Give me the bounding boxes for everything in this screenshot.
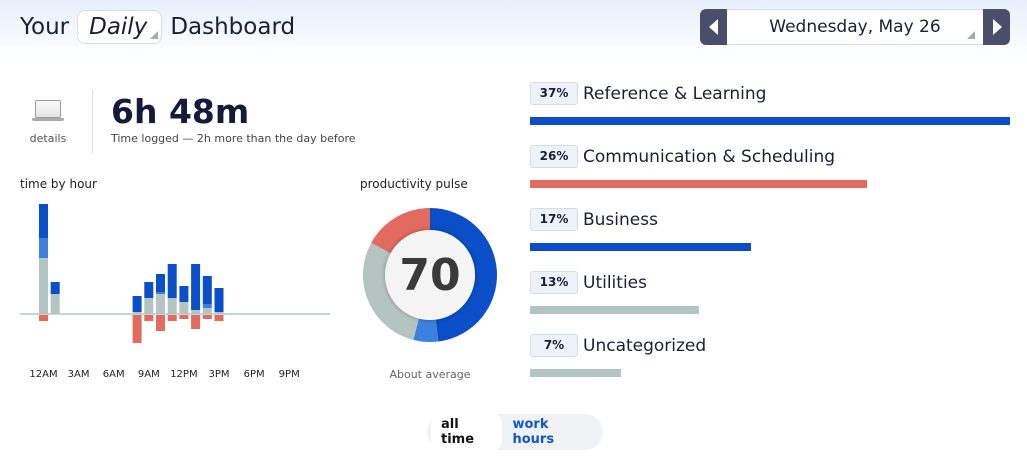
category-item[interactable]: 37% Reference & Learning bbox=[530, 82, 766, 105]
chevron-left-icon bbox=[708, 19, 718, 35]
category-name: Reference & Learning bbox=[583, 83, 767, 104]
slice-productive bbox=[413, 318, 439, 342]
bar-neutral-2PM bbox=[202, 308, 212, 314]
bar-very_productive-3PM bbox=[214, 288, 224, 312]
x-tick-label: 3PM bbox=[208, 369, 230, 380]
bar-productive-10AM bbox=[156, 292, 165, 294]
divider bbox=[92, 90, 93, 153]
bar-neutral-3PM bbox=[214, 312, 224, 314]
category-percent: 13% bbox=[530, 271, 578, 294]
previous-day-button[interactable] bbox=[700, 9, 727, 45]
bar-very_productive-12AM bbox=[39, 204, 48, 238]
date-value: Wednesday, May 26 bbox=[769, 17, 941, 37]
bar-very_productive-1AM bbox=[50, 282, 60, 294]
bar-distracting-9AM bbox=[144, 315, 154, 321]
category-name: Business bbox=[583, 209, 658, 230]
category-name: Utilities bbox=[583, 272, 647, 293]
category-bar bbox=[530, 243, 751, 251]
bar-neutral-8AM bbox=[132, 312, 142, 314]
category-bar bbox=[530, 306, 699, 314]
bar-productive-2PM bbox=[202, 304, 212, 308]
hour-chart-title: time by hour bbox=[20, 177, 97, 191]
category-percent: 7% bbox=[530, 334, 578, 357]
slice-distracting bbox=[371, 208, 430, 254]
hours-toggle: all time work hours bbox=[427, 411, 603, 453]
x-tick-label: 9PM bbox=[278, 369, 300, 380]
date-navigator: Wednesday, May 26 bbox=[700, 9, 1010, 45]
category-bar bbox=[530, 180, 868, 188]
category-percent: 37% bbox=[530, 82, 578, 105]
dropdown-icon bbox=[967, 31, 975, 39]
dropdown-icon bbox=[150, 31, 159, 39]
bar-distracting-8AM bbox=[132, 315, 142, 343]
bar-neutral-11AM bbox=[167, 298, 177, 314]
total-time: 6h 48m bbox=[111, 92, 250, 131]
category-name: Communication & Scheduling bbox=[583, 146, 836, 167]
time-subtitle: Time logged — 2h more than the day befor… bbox=[111, 132, 356, 145]
bar-distracting-12AM bbox=[39, 315, 48, 321]
category-percent: 17% bbox=[530, 208, 578, 231]
category-percent: 26% bbox=[530, 145, 578, 168]
slice-neutral bbox=[363, 242, 419, 340]
bar-distracting-1PM bbox=[191, 315, 201, 329]
period-value: Daily bbox=[89, 14, 148, 40]
chevron-right-icon bbox=[992, 19, 1002, 35]
bar-very_productive-2PM bbox=[202, 276, 212, 304]
work-hours-tab[interactable]: work hours bbox=[512, 417, 555, 447]
x-tick-label: 12PM bbox=[170, 369, 198, 380]
bar-distracting-11AM bbox=[167, 315, 177, 321]
bar-distracting-2PM bbox=[202, 315, 212, 319]
bar-neutral-12PM bbox=[179, 302, 189, 314]
pulse-score: 70 bbox=[385, 230, 475, 320]
all-time-tab[interactable]: all time bbox=[431, 411, 503, 453]
bar-neutral-9AM bbox=[144, 298, 154, 314]
bar-productive-12AM bbox=[39, 238, 48, 258]
category-bar bbox=[530, 117, 1010, 125]
x-tick-label: 3AM bbox=[67, 369, 90, 380]
bar-neutral-1PM bbox=[191, 310, 201, 314]
bar-very_productive-10AM bbox=[156, 274, 165, 292]
laptop-icon bbox=[32, 100, 64, 122]
bar-very_productive-11AM bbox=[167, 264, 177, 298]
productivity-donut bbox=[363, 208, 497, 342]
bar-neutral-10AM bbox=[156, 294, 165, 314]
bar-distracting-3PM bbox=[214, 315, 224, 321]
slice-very_productive bbox=[430, 208, 497, 342]
category-item[interactable]: 26% Communication & Scheduling bbox=[530, 145, 835, 168]
bar-distracting-12PM bbox=[179, 315, 189, 319]
category-item[interactable]: 17% Business bbox=[530, 208, 658, 231]
category-bar bbox=[530, 369, 621, 377]
x-tick-label: 9AM bbox=[137, 369, 160, 380]
x-tick-label: 6AM bbox=[102, 369, 125, 380]
details-label: details bbox=[29, 132, 67, 145]
x-tick-label: 6PM bbox=[243, 369, 265, 380]
title-suffix: Dashboard bbox=[170, 14, 296, 40]
pulse-caption: About average bbox=[389, 368, 471, 381]
bar-neutral-1AM bbox=[50, 294, 60, 314]
next-day-button[interactable] bbox=[983, 9, 1010, 45]
category-name: Uncategorized bbox=[583, 335, 707, 356]
title-prefix: Your bbox=[20, 14, 70, 40]
bar-very_productive-1PM bbox=[191, 264, 201, 310]
period-select[interactable]: Daily bbox=[77, 10, 163, 44]
date-select[interactable]: Wednesday, May 26 bbox=[727, 9, 983, 45]
bar-very_productive-9AM bbox=[144, 282, 154, 298]
x-tick-label: 12AM bbox=[29, 369, 58, 380]
category-item[interactable]: 7% Uncategorized bbox=[530, 334, 706, 357]
page-title: Your Daily Dashboard bbox=[20, 10, 295, 44]
pulse-title: productivity pulse bbox=[360, 177, 468, 191]
details-button[interactable]: details bbox=[24, 100, 72, 145]
time-by-hour-chart bbox=[20, 204, 330, 343]
bar-very_productive-8AM bbox=[132, 296, 142, 312]
category-item[interactable]: 13% Utilities bbox=[530, 271, 647, 294]
bar-very_productive-12PM bbox=[179, 286, 189, 302]
bar-distracting-10AM bbox=[156, 315, 165, 331]
bar-neutral-12AM bbox=[39, 258, 48, 314]
